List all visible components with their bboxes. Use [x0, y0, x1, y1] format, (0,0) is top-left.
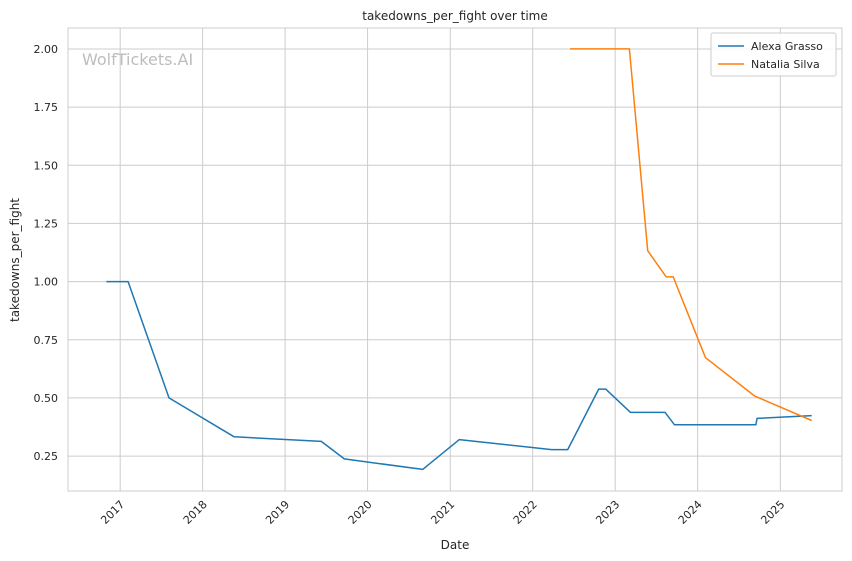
x-tick-label: 2017 — [98, 498, 127, 527]
y-tick-label: 1.25 — [34, 217, 59, 230]
legend: Alexa Grasso Natalia Silva — [710, 32, 837, 77]
y-tick-label: 1.00 — [34, 276, 59, 289]
y-tick-label: 1.50 — [34, 159, 59, 172]
legend-label: Alexa Grasso — [751, 40, 823, 53]
y-tick-label: 2.00 — [34, 43, 59, 56]
y-tick-label: 0.50 — [34, 392, 59, 405]
x-tick-label: 2022 — [511, 498, 540, 527]
chart-title: takedowns_per_fight over time — [362, 9, 548, 23]
y-tick-label: 0.25 — [34, 450, 59, 463]
y-tick-label: 1.75 — [34, 101, 59, 114]
watermark-text: WolfTickets.AI — [82, 50, 193, 69]
y-axis-label: takedowns_per_fight — [8, 198, 22, 322]
x-axis-label: Date — [441, 538, 470, 552]
x-tick-label: 2025 — [758, 498, 787, 527]
x-tick-label: 2019 — [263, 498, 292, 527]
grid-lines — [68, 28, 842, 491]
x-tick-label: 2023 — [593, 498, 622, 527]
plot-area-frame — [67, 27, 843, 492]
x-axis-ticks: 2017 2018 2019 2020 2021 2022 2023 2024 2025 — [98, 498, 787, 527]
x-tick-label: 2024 — [676, 498, 705, 527]
y-axis-ticks: 0.25 0.50 0.75 1.00 1.25 1.50 1.75 2.00 — [34, 43, 59, 463]
legend-label: Natalia Silva — [751, 58, 820, 71]
x-tick-label: 2018 — [181, 498, 210, 527]
legend-box — [710, 32, 837, 77]
y-tick-label: 0.75 — [34, 334, 59, 347]
series-layer — [106, 48, 812, 471]
series-line-1 — [106, 280, 812, 471]
series-line-2 — [570, 48, 812, 422]
x-tick-label: 2021 — [428, 498, 457, 527]
x-tick-label: 2020 — [346, 498, 375, 527]
